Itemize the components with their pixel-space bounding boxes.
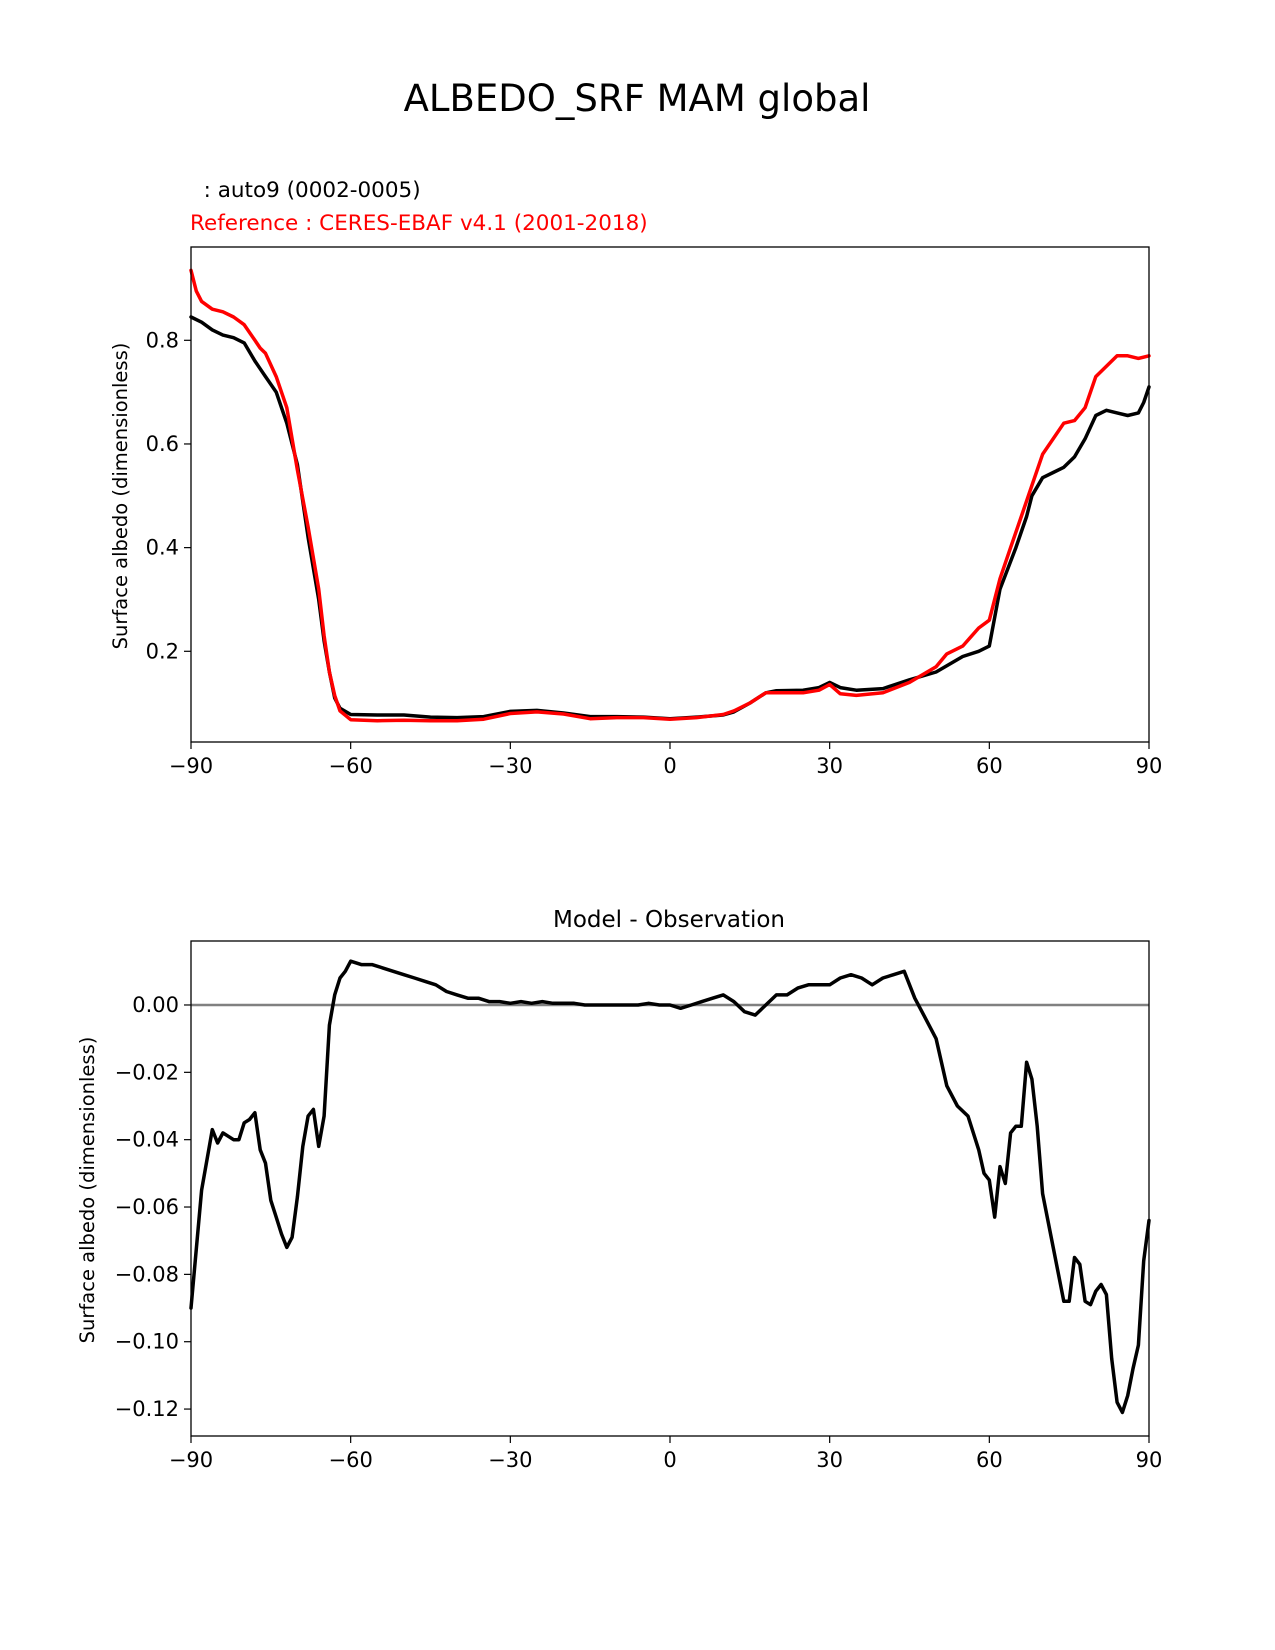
top-xtick-label: 30 [816, 754, 843, 778]
bottom-difference-line [189, 959, 1151, 1415]
top-ytick-label: 0.8 [146, 328, 179, 352]
bottom-xtick-label: −60 [329, 1448, 373, 1472]
bottom-ylabel: Surface albedo (dimensionless) [76, 1037, 99, 1344]
bottom-xtick-label: 0 [663, 1448, 676, 1472]
top-xtick-label: 60 [976, 754, 1003, 778]
top-plot-lines [189, 268, 1151, 723]
bottom-xtick-label: 90 [1136, 1448, 1163, 1472]
top-reference-line [189, 268, 1151, 723]
top-ytick-label: 0.2 [146, 639, 179, 663]
bottom-chart-panel: Model - Observation Surface albedo (dime… [76, 907, 1162, 1472]
top-axis-ticks: −90 −60 −30 0 30 60 90 0.2 0.4 0.6 0.8 [146, 328, 1163, 778]
bottom-xtick-label: 30 [816, 1448, 843, 1472]
bottom-plot-frame [190, 940, 1150, 1437]
bottom-ytick-label: −0.06 [115, 1195, 179, 1219]
bottom-ytick-label: −0.04 [115, 1128, 179, 1152]
top-ylabel: Surface albedo (dimensionless) [109, 343, 132, 650]
bottom-ytick-label: −0.08 [115, 1262, 179, 1286]
legend-reference-label: Reference : CERES-EBAF v4.1 (2001-2018) [190, 211, 648, 236]
top-plot-frame [190, 246, 1150, 743]
top-xtick-label: −60 [329, 754, 373, 778]
bottom-ytick-label: −0.12 [115, 1397, 179, 1421]
bottom-xtick-label: −90 [169, 1448, 213, 1472]
top-xtick-label: −90 [169, 754, 213, 778]
bottom-ytick-label: −0.10 [115, 1330, 179, 1354]
legend-model-label: : auto9 (0002-0005) [190, 178, 421, 203]
top-chart-panel: : auto9 (0002-0005) Reference : CERES-EB… [109, 178, 1162, 778]
top-xtick-label: 0 [663, 754, 676, 778]
top-ytick-label: 0.6 [146, 432, 179, 456]
bottom-title: Model - Observation [553, 907, 785, 933]
page-title: ALBEDO_SRF MAM global [404, 77, 871, 120]
bottom-axis-ticks: −90 −60 −30 0 30 60 90 0.00 −0.02 −0.04 −0.06 −0.08… [115, 993, 1163, 1472]
bottom-ytick-label: 0.00 [132, 993, 179, 1017]
top-xtick-label: 90 [1136, 754, 1163, 778]
top-model-line [189, 315, 1151, 721]
bottom-xtick-label: −30 [488, 1448, 532, 1472]
top-ytick-label: 0.4 [146, 536, 179, 560]
top-xtick-label: −30 [488, 754, 532, 778]
bottom-ytick-label: −0.02 [115, 1060, 179, 1084]
bottom-plot-lines [189, 959, 1151, 1415]
bottom-xtick-label: 60 [976, 1448, 1003, 1472]
